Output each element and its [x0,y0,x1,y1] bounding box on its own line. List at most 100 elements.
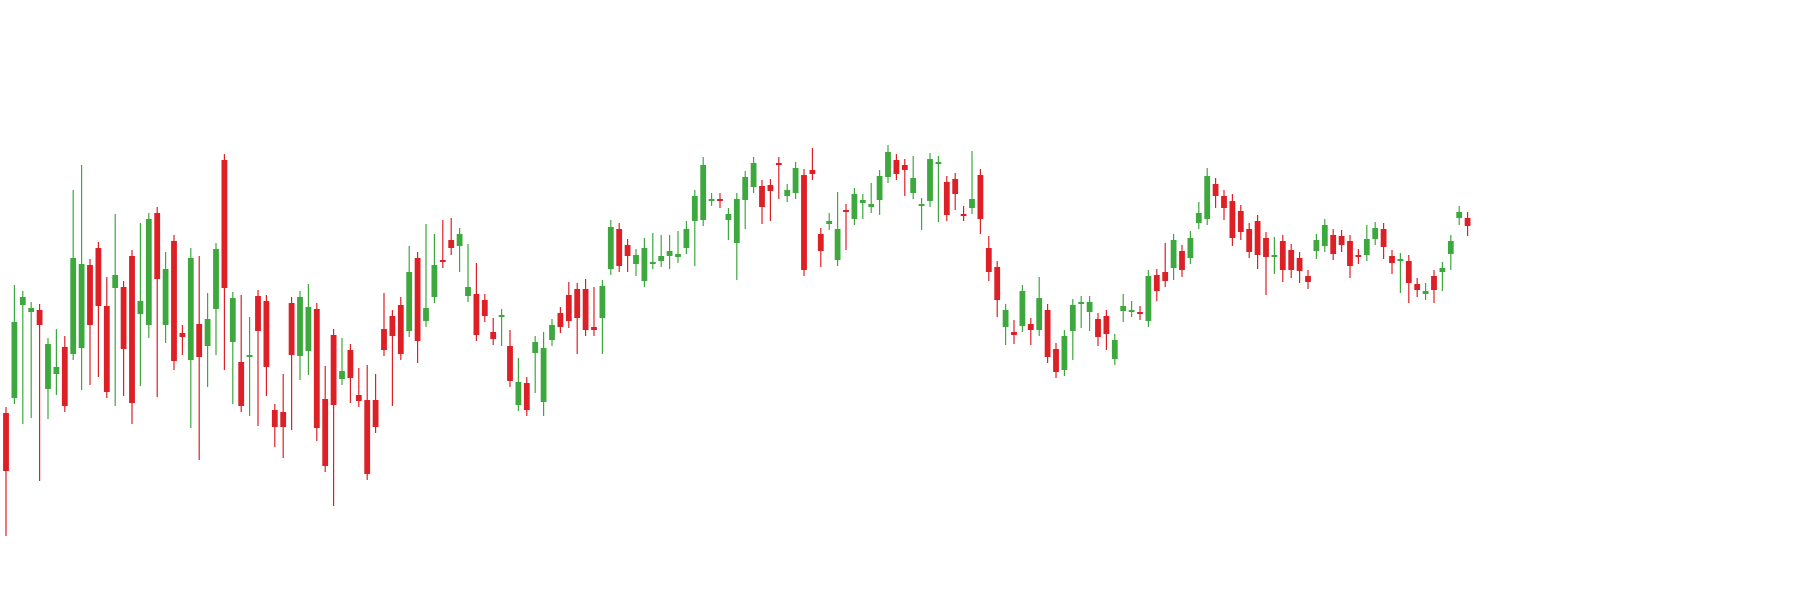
candle-body-up [1002,310,1009,327]
candle-body-down [1011,332,1017,335]
candle-body-up [1439,268,1446,272]
candle-body-down [61,347,68,406]
candle-body-up [19,297,26,305]
candle-body-down [154,213,161,279]
candle-body-up [1078,302,1085,304]
candle [120,281,127,396]
candle-body-up [1120,306,1127,311]
candle [742,171,749,229]
candle-body-up [540,348,547,402]
candle-body-down [1279,241,1286,270]
candle-body-down [1237,211,1244,232]
candle-body-up [204,319,211,346]
candle [1229,194,1236,246]
candle [431,234,438,303]
candle-body-up [691,196,698,221]
candle [1120,294,1127,322]
candle-body-up [28,308,35,312]
candle [725,208,732,240]
candle [767,179,774,221]
candle [633,249,639,276]
candle-body-down [87,265,93,325]
candle [1170,234,1177,280]
candle [481,294,488,322]
candle [700,157,707,226]
candle-body-down [994,267,1001,300]
candle-body-down [1212,184,1219,196]
candle [1212,178,1219,208]
candle-body-down [809,170,816,174]
candle [717,193,723,208]
candle [1456,206,1463,225]
candle [960,206,967,221]
candle [414,252,421,363]
candle [540,332,547,416]
candle [775,157,782,199]
candle [675,231,681,263]
candle [95,242,102,377]
candle-body-down [355,395,362,401]
candle-body-down [1405,261,1412,283]
candle [1372,222,1379,245]
candle [288,297,295,430]
candle [11,285,18,404]
candle-body-down [843,210,849,212]
candle-body-up [700,165,707,220]
candle [834,192,841,266]
candle-body-up [78,264,85,348]
candle [649,233,656,269]
candle [339,338,345,385]
candle-body-up [1397,259,1404,261]
candle [1036,277,1043,336]
candle-body-down [775,163,782,165]
candle-body-down [801,175,807,270]
candle [985,236,992,281]
candle [179,325,186,355]
candle-body-up [666,251,673,256]
candle-body-up [498,315,505,317]
candle [1305,270,1311,289]
candle [859,194,866,219]
candle [507,330,513,387]
candle-body-down [263,301,270,367]
candle [1204,168,1211,225]
candle [868,183,875,213]
candle [1061,330,1068,376]
candle-body-down [1246,229,1253,252]
candle-body-down [717,199,723,201]
candle-body-down [313,309,320,428]
candle [171,235,177,370]
candle [1464,212,1471,236]
candle-body-up [1069,305,1076,331]
candle [784,184,791,202]
candle [162,252,169,343]
candle-body-up [885,152,891,177]
candle-body-down [523,383,530,410]
candle-body-down [1179,251,1185,270]
candle [1069,299,1076,360]
candle-body-down [120,287,127,349]
candle [1271,237,1278,274]
candle-body-down [481,300,488,316]
candle [246,317,253,416]
candle [465,244,471,302]
candle-body-up [305,307,312,351]
candle [1145,270,1152,327]
candle [801,169,807,276]
candle-body-up [792,168,799,193]
candle [406,246,413,337]
candle-body-down [221,160,228,288]
candle [876,170,883,215]
candle-body-down [414,258,421,341]
candle-body-up [675,254,681,257]
candle [456,228,463,272]
candle-body-down [1229,201,1236,238]
candle [389,310,396,406]
candle-body-up [683,229,690,248]
candle [935,156,942,222]
candle [145,213,152,338]
candle [280,374,287,458]
candle [515,358,522,411]
